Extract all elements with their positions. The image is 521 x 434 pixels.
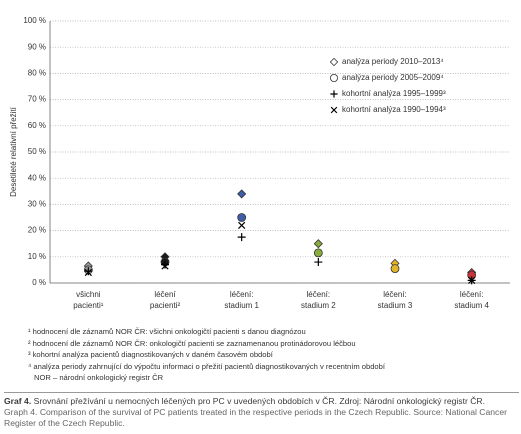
y-tick-label: 10 % [28,252,46,261]
footnote: NOR – národní onkologický registr ČR [34,373,164,383]
marker-plus [237,233,246,242]
marker-x [468,276,476,285]
y-tick-label: 50 % [28,147,46,156]
footnote: ³ kohortní analýza pacientů diagnostikov… [28,350,273,360]
footnotes: ¹ hodnocení dle záznamů NOR ČR: všichni … [28,326,385,384]
footnote: ⁴ analýza periody zahrnující do výpočtu … [28,361,385,371]
x-tick-label: léčení: stadium 3 [378,290,413,310]
chart: Desetileté relativní přežití 0 % 10 % 20 %… [9,16,510,310]
marker-plus [330,90,338,98]
marker-circle [329,74,338,83]
x-tick-label: všichni pacienti¹ [73,290,104,310]
y-tick-label: 90 % [28,42,46,51]
y-axis-label: Desetileté relativní přežití [9,106,18,197]
caption-en: Graph 4. Comparison of the survival of P… [4,407,507,428]
marker-x [330,106,338,114]
marker-x [238,221,246,229]
y-tick-label: 20 % [28,226,46,235]
y-tick-label: 30 % [28,200,46,209]
legend-label: kohortní analýza 1990–1994³ [342,105,446,114]
x-tick-label: léčení pacienti² [150,290,181,310]
caption-label: Graf 4. [4,396,32,406]
y-tick-label: 40 % [28,173,46,182]
marker-plus [84,267,93,276]
marker-circle [313,248,323,258]
marker-diamond [313,239,323,249]
marker-x [161,262,169,270]
marker-circle [390,264,400,273]
y-tick-label: 100 % [23,16,46,25]
marker-circle [237,213,247,222]
marker-x [84,268,92,277]
footnote: ¹ hodnocení dle záznamů NOR ČR: všichni … [28,327,306,336]
caption-text: Srovnání přežívání u nemocných léčených … [33,396,486,406]
marker-diamond [237,189,247,199]
caption-cs: Graf 4. Srovnání přežívání u nemocných l… [4,396,519,407]
marker-diamond [329,57,339,67]
marker-plus [314,258,323,267]
legend-label: analýza periody 2005–2009⁴ [342,73,444,82]
footnote: ² hodnocení dle záznamů NOR ČR: onkologi… [28,338,356,348]
y-tick-label: 80 % [28,69,46,78]
x-tick-label: léčení: stadium 1 [224,290,259,310]
legend-label: analýza periody 2010–2013⁴ [342,57,444,66]
x-tick-label: léčení: stadium 4 [454,290,489,310]
y-tick-label: 0 % [32,278,46,287]
y-tick-label: 70 % [28,95,46,104]
x-tick-label: léčení: stadium 2 [301,290,336,310]
marker-plus [161,260,169,269]
y-tick-label: 60 % [28,121,46,130]
legend-label: kohortní analýza 1995–1999³ [342,89,446,98]
caption: Graf 4. Srovnání přežívání u nemocných l… [4,392,519,429]
